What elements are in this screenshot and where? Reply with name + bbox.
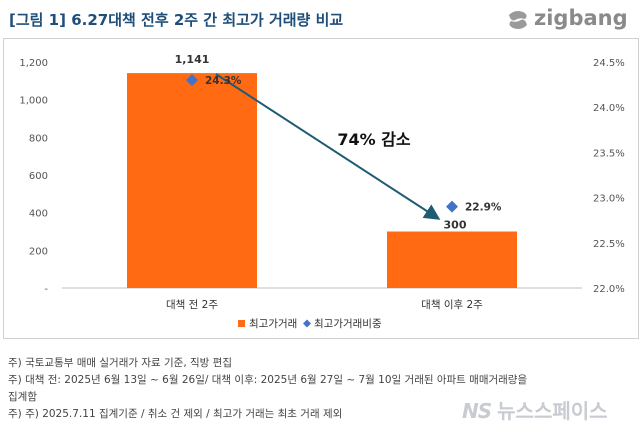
footnote-line: 주) 대책 전: 2025년 6월 13일 ~ 6월 26일/ 대책 이후: 2… (8, 374, 528, 386)
legend-swatch-marker (303, 319, 311, 328)
legend-label: 최고가거래비중 (314, 318, 382, 330)
left-axis-tick-label: - (44, 284, 48, 295)
decrease-annotation: 74% 감소 (337, 130, 411, 149)
left-axis-tick-label: 600 (29, 171, 48, 182)
right-axis-tick-label: 24.5% (593, 58, 625, 69)
chart-frame (3, 38, 639, 339)
category-label: 대책 이후 2주 (421, 299, 483, 311)
share-value-label: 24.3% (205, 75, 242, 87)
legend-swatch-bar (238, 320, 245, 327)
footnote-line: 주) 주) 2025.7.11 집계기준 / 취소 건 제외 / 최고가 거래는… (8, 408, 343, 420)
zigbang-logo: zigbang (503, 6, 638, 34)
bar (387, 231, 517, 288)
newsspace-watermark: NS 뉴스스페이스 (462, 395, 608, 424)
share-value-label: 22.9% (465, 202, 502, 214)
right-axis-tick-label: 22.5% (593, 239, 625, 250)
logo-text: zigbang (534, 6, 628, 30)
right-axis-tick-label: 23.5% (593, 148, 625, 159)
chart: - 200 400 600 800 1,000 1,200 22.0% 22.5% 23.0% 2… (19, 53, 625, 330)
watermark-mark: NS (462, 399, 492, 423)
right-axis-tick-label: 22.0% (593, 284, 625, 295)
left-axis-tick-label: 1,200 (19, 58, 48, 69)
footnotes: 주) 국토교통부 매매 실거래가 자료 기준, 직방 편집 주) 대책 전: 2… (8, 355, 527, 423)
decrease-arrow (215, 73, 441, 220)
left-axis-tick-label: 800 (29, 133, 48, 144)
watermark-text: 뉴스스페이스 (497, 399, 608, 423)
right-axis-tick-label: 23.0% (593, 194, 625, 205)
zigbang-logo-icon (509, 11, 527, 29)
left-axis-tick-label: 1,000 (19, 96, 48, 107)
bar-value-label: 300 (444, 219, 467, 232)
bar (127, 73, 257, 288)
footnote-line: 집계함 (8, 391, 37, 403)
chart-title: [그림 1] 6.27대책 전후 2주 간 최고가 거래량 비교 (9, 11, 344, 29)
bar-value-label: 1,141 (175, 53, 210, 66)
share-marker (446, 200, 458, 213)
right-axis-tick-label: 24.0% (593, 103, 625, 114)
left-axis-tick-label: 200 (29, 246, 48, 257)
legend-label: 최고가거래 (249, 318, 297, 330)
left-axis-tick-label: 400 (29, 209, 48, 220)
category-label: 대책 전 2주 (166, 299, 218, 311)
share-marker (186, 74, 198, 87)
footnote-line: 주) 국토교통부 매매 실거래가 자료 기준, 직방 편집 (8, 357, 232, 369)
